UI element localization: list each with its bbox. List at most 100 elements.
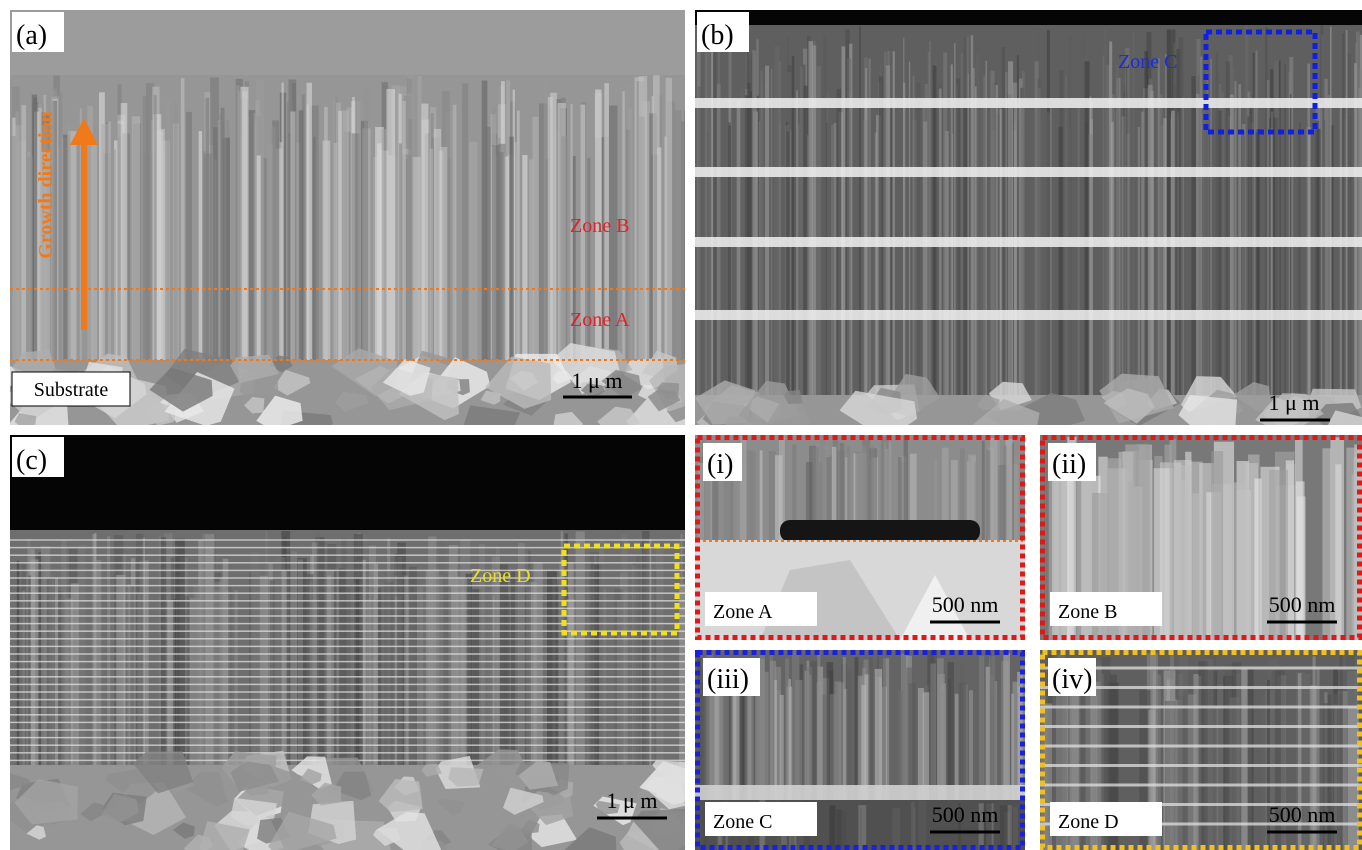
texture [1226, 62, 1230, 395]
texture [929, 41, 930, 395]
texture [858, 805, 866, 850]
texture [951, 64, 953, 395]
texture [979, 656, 984, 800]
texture [930, 664, 936, 800]
grain [1178, 395, 1237, 434]
texture [440, 147, 447, 360]
texture [1342, 33, 1344, 395]
texture [933, 65, 937, 395]
texture [822, 695, 827, 800]
texture [903, 38, 904, 395]
texture [210, 77, 219, 360]
texture [27, 157, 32, 360]
texture [800, 67, 803, 395]
texture [110, 555, 115, 765]
texture [544, 78, 548, 360]
texture [1133, 32, 1134, 395]
texture [488, 593, 493, 765]
texture [1340, 103, 1342, 395]
texture [599, 539, 604, 765]
texture [986, 450, 991, 540]
texture [174, 106, 178, 360]
texture [1354, 63, 1357, 395]
texture [121, 103, 128, 360]
layer [10, 577, 685, 579]
layer [1040, 764, 1362, 767]
texture [407, 76, 413, 360]
texture [1003, 653, 1010, 800]
scale-label: 500 nm [1269, 802, 1336, 827]
texture [656, 547, 664, 765]
texture [552, 577, 556, 765]
layer [10, 623, 685, 625]
texture [891, 102, 892, 395]
zone-label: Zone D [1058, 811, 1119, 833]
scale-label: 500 nm [1269, 592, 1336, 617]
texture [450, 75, 456, 360]
texture [1078, 106, 1080, 395]
texture [1065, 75, 1067, 395]
layer [10, 638, 685, 640]
texture [911, 802, 915, 850]
texture [143, 96, 149, 360]
texture [834, 123, 837, 395]
texture [1247, 117, 1249, 395]
texture [1324, 120, 1325, 395]
texture [836, 809, 841, 850]
layer [10, 600, 685, 602]
texture [412, 157, 420, 360]
texture [1315, 121, 1319, 395]
texture [49, 575, 54, 765]
texture [1275, 99, 1280, 395]
texture [101, 124, 110, 360]
layer [10, 714, 685, 716]
texture [327, 575, 331, 765]
texture [989, 674, 993, 800]
texture [879, 76, 883, 395]
texture [919, 801, 927, 850]
texture [409, 567, 417, 765]
texture [817, 652, 820, 800]
texture [10, 592, 12, 765]
texture [1171, 111, 1175, 395]
texture [364, 89, 368, 360]
texture [861, 685, 866, 800]
texture [1228, 482, 1249, 640]
texture [28, 576, 31, 765]
texture [161, 537, 166, 765]
texture [843, 657, 846, 800]
texture [842, 811, 846, 850]
texture [154, 95, 157, 360]
texture [221, 108, 225, 360]
texture [1340, 654, 1343, 850]
texture [982, 441, 985, 540]
texture [132, 116, 140, 360]
panel-label: (b) [701, 20, 734, 51]
texture [341, 538, 347, 765]
texture [750, 451, 756, 540]
texture [707, 36, 710, 395]
images [0, 10, 1362, 850]
texture [1047, 30, 1050, 395]
texture [947, 679, 950, 800]
texture [529, 159, 534, 360]
texture [421, 104, 428, 360]
layer [10, 562, 685, 564]
texture [497, 152, 504, 360]
texture [1174, 460, 1192, 640]
texture [1003, 446, 1006, 540]
arrow-label: Growth direction [35, 111, 57, 259]
texture [1022, 71, 1025, 395]
texture [267, 144, 273, 360]
layer [1040, 784, 1362, 787]
texture [95, 560, 101, 765]
texture [561, 136, 567, 360]
texture [462, 83, 468, 360]
layer [10, 592, 685, 594]
texture [61, 540, 66, 765]
texture [883, 655, 886, 800]
texture [282, 570, 287, 765]
texture [906, 668, 913, 800]
texture [260, 576, 268, 765]
texture [504, 596, 509, 765]
